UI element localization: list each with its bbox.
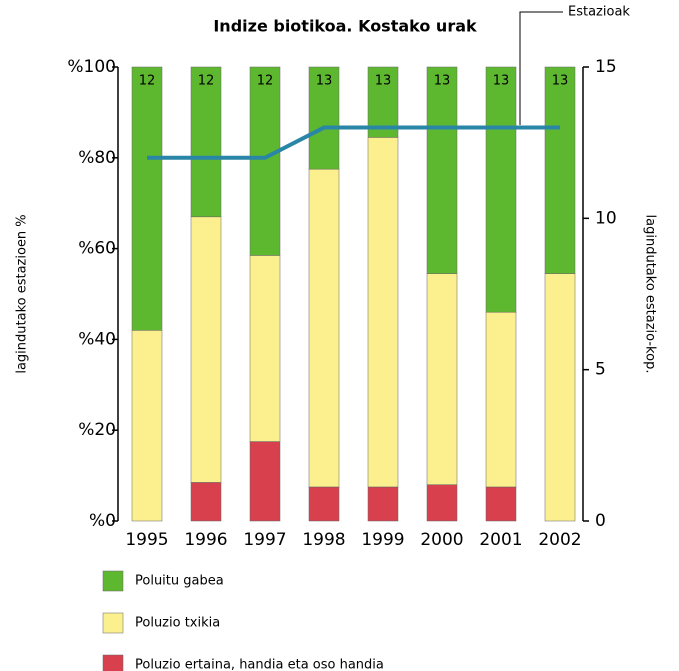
bar-segment	[131, 66, 163, 331]
legend-label: Poluzio ertaina, handia eta oso handia	[135, 658, 384, 671]
legend-label: Poluitu gabea	[135, 574, 224, 589]
bar-segment	[485, 66, 517, 313]
bar-segment	[190, 482, 222, 522]
y-tick-label: %80	[78, 148, 116, 168]
bar-segment	[131, 330, 163, 522]
station-count-label: 12	[257, 74, 274, 89]
bar-segment	[249, 441, 281, 522]
bar-segment	[308, 66, 340, 170]
y2-axis-label: lagindutako estazio-kop.	[643, 215, 658, 374]
y2-tick-label: 0	[595, 511, 606, 531]
legend-swatch	[102, 612, 124, 634]
x-tick-label: 1996	[184, 530, 227, 550]
bar-segment	[544, 66, 576, 274]
x-tick-label: 2000	[420, 530, 463, 550]
bar-segment	[190, 66, 222, 218]
station-count-label: 13	[316, 74, 333, 89]
bar-segment	[426, 273, 458, 485]
bar-segment	[485, 311, 517, 488]
y-tick-label: %100	[67, 57, 116, 77]
legend-swatch	[102, 654, 124, 671]
bar-segment	[485, 486, 517, 522]
y-tick-label: %0	[89, 511, 116, 531]
station-count-label: 13	[552, 74, 569, 89]
line-annotation: Estazioak	[568, 5, 630, 20]
x-tick-label: 2001	[479, 530, 522, 550]
x-tick-label: 1998	[302, 530, 345, 550]
bar-segment	[308, 168, 340, 488]
bar-segment	[367, 137, 399, 488]
y-tick-label: %40	[78, 329, 116, 349]
station-count-label: 12	[198, 74, 215, 89]
bar-segment	[426, 66, 458, 274]
line	[147, 125, 560, 160]
bar-segment	[249, 66, 281, 256]
bar-segment	[367, 486, 399, 522]
bar-segment	[190, 216, 222, 483]
y-tick-label: %60	[78, 239, 116, 259]
station-count-label: 13	[375, 74, 392, 89]
bar-segment	[426, 484, 458, 522]
y-axis-label: lagindutako estazioen %	[15, 214, 30, 373]
legend-label: Poluzio txikia	[135, 616, 220, 631]
station-count-label: 12	[139, 74, 156, 89]
bar-segment	[249, 255, 281, 442]
y2-tick-label: 10	[595, 208, 617, 228]
x-tick-label: 1999	[361, 530, 404, 550]
legend-swatch	[102, 570, 124, 592]
y-tick-label: %20	[78, 420, 116, 440]
y2-tick-label: 15	[595, 57, 617, 77]
x-tick-label: 1995	[125, 530, 168, 550]
x-tick-label: 2002	[538, 530, 581, 550]
bar-segment	[308, 486, 340, 522]
y2-tick-label: 5	[595, 360, 606, 380]
x-tick-label: 1997	[243, 530, 286, 550]
station-count-label: 13	[434, 74, 451, 89]
chart-title: Indize biotikoa. Kostako urak	[213, 17, 477, 36]
bar-segment	[544, 273, 576, 522]
station-count-label: 13	[493, 74, 510, 89]
annotation-leader	[519, 11, 563, 125]
